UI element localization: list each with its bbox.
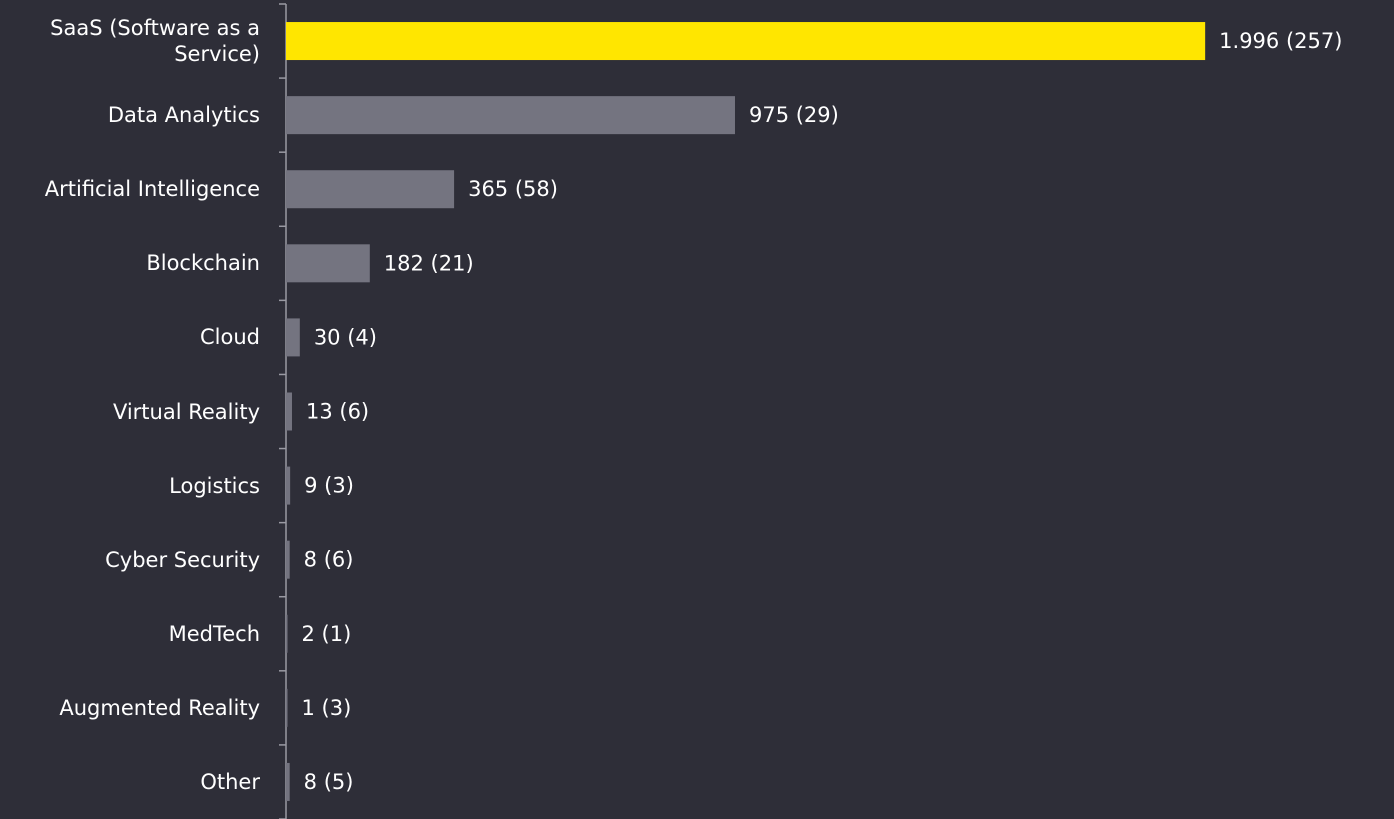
bar	[286, 244, 370, 283]
value-label: 365 (58)	[468, 177, 558, 201]
bar	[286, 466, 291, 505]
category-label: Virtual Reality	[112, 399, 260, 424]
bar	[286, 170, 455, 209]
category-label: Cloud	[200, 325, 260, 350]
bar	[286, 614, 288, 653]
value-label: 2 (1)	[302, 622, 352, 646]
category-label: Cyber Security	[105, 547, 260, 572]
value-label: 9 (3)	[304, 474, 354, 498]
value-label: 8 (6)	[304, 548, 354, 572]
value-label: 182 (21)	[384, 251, 474, 275]
bar	[286, 688, 288, 727]
category-label: Artificial Intelligence	[44, 177, 260, 202]
bar	[286, 762, 290, 801]
value-label: 975 (29)	[749, 103, 839, 127]
bar	[286, 96, 735, 135]
bar	[286, 22, 1206, 61]
bar	[286, 318, 300, 357]
category-label: Data Analytics	[107, 103, 260, 128]
bar	[286, 540, 290, 579]
value-label: 1 (3)	[302, 696, 352, 720]
category-label: Other	[200, 769, 260, 794]
category-label: Augmented Reality	[59, 695, 260, 720]
bar	[286, 392, 292, 431]
category-label: SaaS (Software as a Service)	[50, 16, 260, 67]
category-label: MedTech	[168, 621, 260, 646]
value-label: 30 (4)	[314, 325, 377, 349]
category-label: Blockchain	[146, 251, 260, 276]
category-label: Logistics	[169, 473, 260, 498]
value-label: 8 (5)	[304, 770, 354, 794]
value-label: 1.996 (257)	[1219, 29, 1342, 53]
value-label: 13 (6)	[306, 400, 369, 424]
